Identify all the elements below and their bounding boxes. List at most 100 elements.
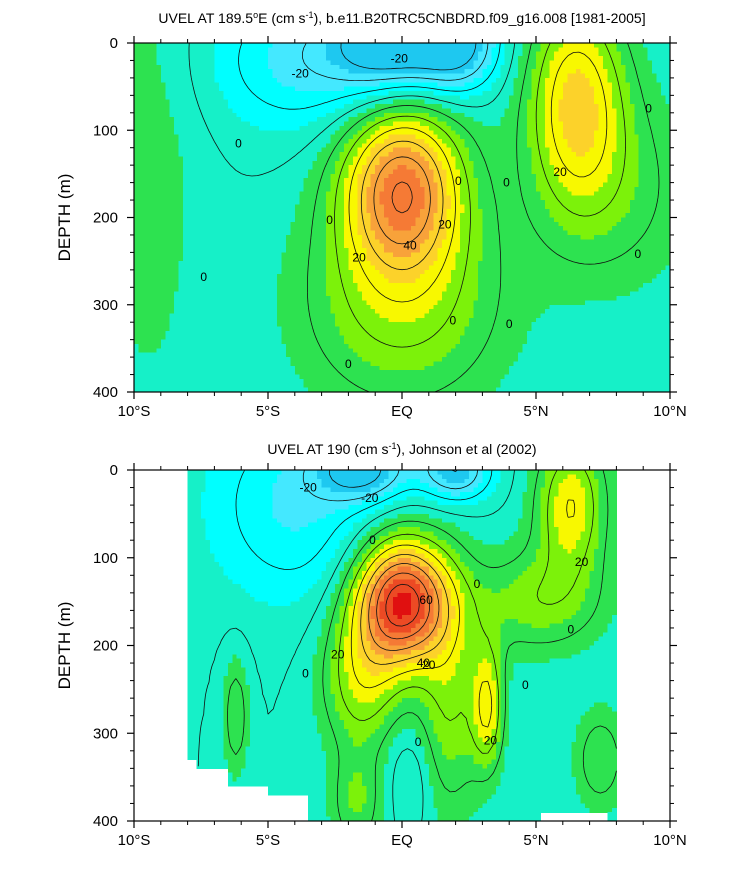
field-cell: [165, 99, 171, 105]
field-cell: [393, 230, 399, 236]
field-cell: [290, 278, 296, 284]
field-cell: [250, 99, 256, 105]
field-cell: [299, 226, 305, 232]
field-cell: [160, 274, 166, 280]
field-cell: [352, 234, 358, 240]
field-cell: [406, 160, 412, 166]
field-cell: [290, 213, 296, 219]
field-cell: [330, 51, 336, 57]
field-cell: [308, 47, 314, 53]
field-cell: [245, 77, 251, 83]
field-cell: [223, 130, 229, 136]
field-cell: [205, 261, 211, 267]
field-cell: [384, 256, 390, 262]
field-cell: [321, 56, 327, 62]
field-cell: [308, 178, 314, 184]
field-cell: [272, 339, 278, 345]
field-cell: [241, 234, 247, 240]
field-cell: [218, 239, 224, 245]
field-cell: [357, 226, 363, 232]
field-cell: [406, 221, 412, 227]
field-cell: [192, 274, 198, 280]
field-cell: [406, 73, 412, 79]
field-cell: [259, 322, 265, 328]
field-cell: [335, 378, 341, 384]
field-cell: [348, 165, 354, 171]
field-cell: [303, 156, 309, 162]
field-cell: [397, 73, 403, 79]
field-cell: [330, 208, 336, 214]
field-cell: [276, 156, 282, 162]
field-cell: [209, 152, 215, 158]
field-cell: [397, 361, 403, 367]
field-cell: [142, 217, 148, 223]
field-cell: [245, 304, 251, 310]
field-cell: [160, 195, 166, 201]
field-cell: [321, 269, 327, 275]
field-cell: [147, 69, 153, 75]
field-cell: [142, 213, 148, 219]
field-cell: [259, 313, 265, 319]
field-cell: [169, 208, 175, 214]
field-cell: [388, 344, 394, 349]
field-cell: [241, 156, 247, 162]
field-cell: [397, 147, 403, 153]
field-cell: [406, 282, 412, 288]
field-cell: [366, 357, 372, 363]
field-cell: [285, 47, 291, 53]
field-cell: [375, 213, 381, 219]
field-cell: [259, 221, 265, 227]
field-cell: [223, 99, 229, 105]
field-cell: [317, 90, 323, 96]
field-cell: [147, 357, 153, 363]
field-cell: [406, 352, 412, 358]
field-cell: [303, 64, 309, 70]
field-cell: [339, 169, 345, 175]
field-cell: [183, 256, 189, 262]
field-cell: [366, 69, 372, 75]
field-cell: [268, 69, 274, 75]
field-cell: [241, 208, 247, 214]
field-cell: [379, 365, 385, 371]
field-cell: [187, 117, 193, 123]
field-cell: [312, 169, 318, 175]
field-cell: [187, 335, 193, 341]
field-cell: [187, 82, 193, 88]
field-cell: [241, 64, 247, 70]
field-cell: [183, 191, 189, 197]
field-cell: [147, 313, 153, 319]
field-cell: [259, 387, 265, 393]
field-cell: [308, 226, 314, 232]
field-cell: [268, 51, 274, 57]
field-cell: [276, 86, 282, 92]
field-cell: [214, 69, 220, 75]
field-cell: [330, 191, 336, 197]
field-cell: [138, 291, 144, 297]
field-cell: [303, 287, 309, 293]
field-cell: [384, 330, 390, 336]
field-cell: [361, 239, 367, 245]
field-cell: [290, 178, 296, 184]
field-cell: [218, 217, 224, 223]
field-cell: [134, 239, 140, 245]
field-cell: [209, 322, 215, 328]
field-cell: [241, 134, 247, 140]
field-cell: [388, 82, 394, 88]
field-cell: [308, 309, 314, 315]
field-cell: [245, 191, 251, 197]
field-cell: [147, 160, 153, 166]
field-cell: [366, 339, 372, 345]
field-cell: [214, 378, 220, 384]
field-cell: [272, 90, 278, 96]
field-cell: [375, 82, 381, 88]
field-cell: [227, 160, 233, 166]
field-cell: [263, 335, 269, 341]
field-cell: [196, 73, 202, 79]
field-cell: [370, 130, 376, 136]
field-cell: [227, 335, 233, 341]
field-cell: [343, 374, 349, 380]
field-cell: [339, 326, 345, 332]
field-cell: [174, 64, 180, 70]
field-cell: [209, 269, 215, 275]
field-cell: [339, 357, 345, 363]
